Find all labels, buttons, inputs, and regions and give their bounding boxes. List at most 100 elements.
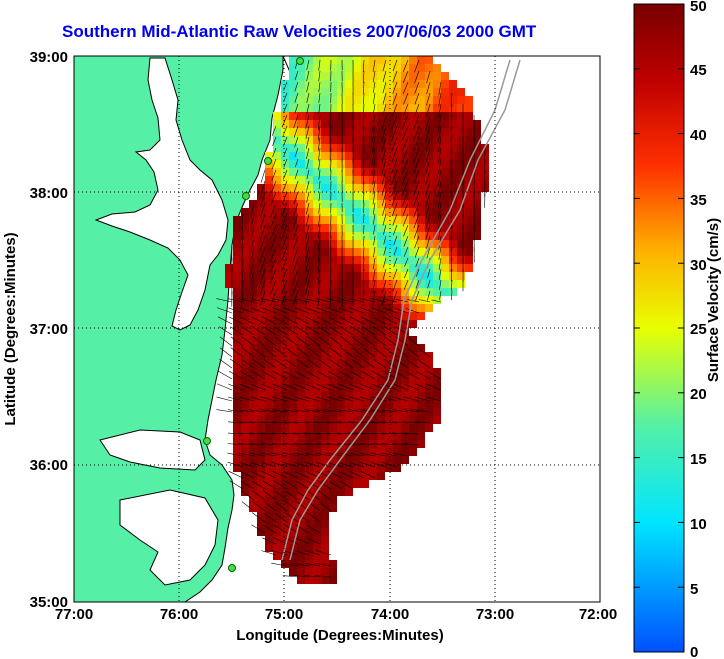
velocity-cell: [393, 432, 401, 440]
velocity-cell: [361, 368, 369, 376]
velocity-arrow: [227, 298, 244, 303]
x-tick-label: 75:00: [265, 606, 303, 623]
velocity-arrow: [252, 359, 266, 369]
velocity-arrow: [327, 409, 343, 413]
velocity-arrow: [250, 279, 255, 296]
velocity-cell: [385, 376, 393, 384]
velocity-arrow: [270, 191, 277, 205]
velocity-cell: [265, 472, 273, 480]
velocity-cell: [289, 504, 297, 512]
velocity-cell: [465, 176, 473, 184]
velocity-arrow: [240, 371, 255, 380]
velocity-arrow: [404, 268, 409, 279]
velocity-arrow: [391, 147, 398, 163]
velocity-arrow: [261, 316, 277, 325]
velocity-arrow: [362, 257, 365, 271]
velocity-cell: [337, 152, 345, 160]
velocity-cell: [417, 376, 425, 384]
velocity-arrow: [330, 279, 332, 296]
velocity-arrow: [241, 224, 244, 241]
velocity-arrow: [392, 213, 398, 226]
velocity-arrow: [414, 70, 420, 84]
map-grid: [74, 56, 600, 602]
velocity-cell: [433, 208, 441, 216]
velocity-cell: [289, 120, 297, 128]
velocity-cell: [289, 304, 297, 312]
velocity-arrow: [227, 432, 244, 435]
velocity-cell: [473, 136, 481, 144]
velocity-arrow: [228, 370, 244, 380]
x-tick-label: 73:00: [476, 606, 514, 623]
velocity-arrow: [239, 383, 255, 391]
velocity-cell: [257, 448, 265, 456]
velocity-cell: [465, 208, 473, 216]
velocity-cell: [401, 304, 409, 312]
velocity-cell: [385, 232, 393, 240]
velocity-arrow: [315, 421, 332, 424]
velocity-cell: [441, 160, 449, 168]
velocity-arrow: [427, 290, 431, 301]
velocity-cell: [321, 192, 329, 200]
velocity-cell: [337, 288, 345, 296]
velocity-cell: [369, 352, 377, 360]
velocity-arrow: [393, 246, 398, 256]
velocity-cell: [321, 80, 329, 88]
velocity-cell: [409, 384, 417, 392]
velocity-cell: [257, 440, 265, 448]
velocity-arrow: [263, 347, 277, 358]
velocity-cell: [337, 216, 345, 224]
velocity-cell: [289, 272, 297, 280]
velocity-cell: [265, 416, 273, 424]
velocity-cell: [225, 280, 233, 288]
velocity-cell: [257, 456, 265, 464]
velocity-cell: [313, 136, 321, 144]
velocity-cell: [305, 536, 313, 544]
velocity-cell: [297, 424, 305, 432]
velocity-cell: [265, 400, 273, 408]
velocity-cell: [377, 296, 385, 304]
velocity-arrow: [296, 336, 310, 347]
velocity-cell: [329, 280, 337, 288]
velocity-arrow: [260, 191, 266, 207]
velocity-cell: [233, 376, 241, 384]
velocity-cell: [441, 248, 449, 256]
velocity-cell: [281, 496, 289, 504]
velocity-arrow: [450, 191, 453, 208]
velocity-cell: [449, 96, 457, 104]
velocity-arrow: [306, 103, 310, 114]
velocity-cell: [321, 104, 329, 112]
velocity-arrow: [450, 257, 453, 272]
velocity-cell: [369, 464, 377, 472]
velocity-cell: [329, 112, 337, 120]
velocity-cell: [249, 208, 257, 216]
velocity-arrow: [305, 235, 310, 252]
velocity-cell: [361, 120, 369, 128]
velocity-arrow: [260, 169, 266, 183]
velocity-cell: [289, 416, 297, 424]
velocity-arrow: [427, 268, 431, 279]
velocity-arrow: [414, 92, 420, 105]
velocity-cell: [273, 312, 281, 320]
velocity-cell: [233, 264, 241, 272]
velocity-cell: [265, 208, 273, 216]
velocity-arrow: [392, 268, 398, 280]
velocity-arrow: [227, 452, 244, 457]
velocity-cell: [401, 112, 409, 120]
velocity-arrow: [295, 512, 310, 523]
velocity-cell: [313, 400, 321, 408]
velocity-arrow: [438, 191, 442, 208]
velocity-cell: [313, 480, 321, 488]
velocity-cell: [329, 576, 337, 584]
velocity-cell: [353, 336, 361, 344]
velocity-arrow: [305, 257, 310, 274]
velocity-arrow: [362, 268, 365, 283]
velocity-cell: [289, 408, 297, 416]
velocity-cell: [345, 264, 353, 272]
velocity-arrow: [318, 147, 321, 161]
velocity-cell: [345, 440, 353, 448]
velocity-cell: [401, 408, 409, 416]
velocity-cell: [361, 176, 369, 184]
velocity-arrow: [330, 290, 332, 307]
velocity-arrow: [294, 180, 299, 192]
velocity-cell: [409, 104, 417, 112]
